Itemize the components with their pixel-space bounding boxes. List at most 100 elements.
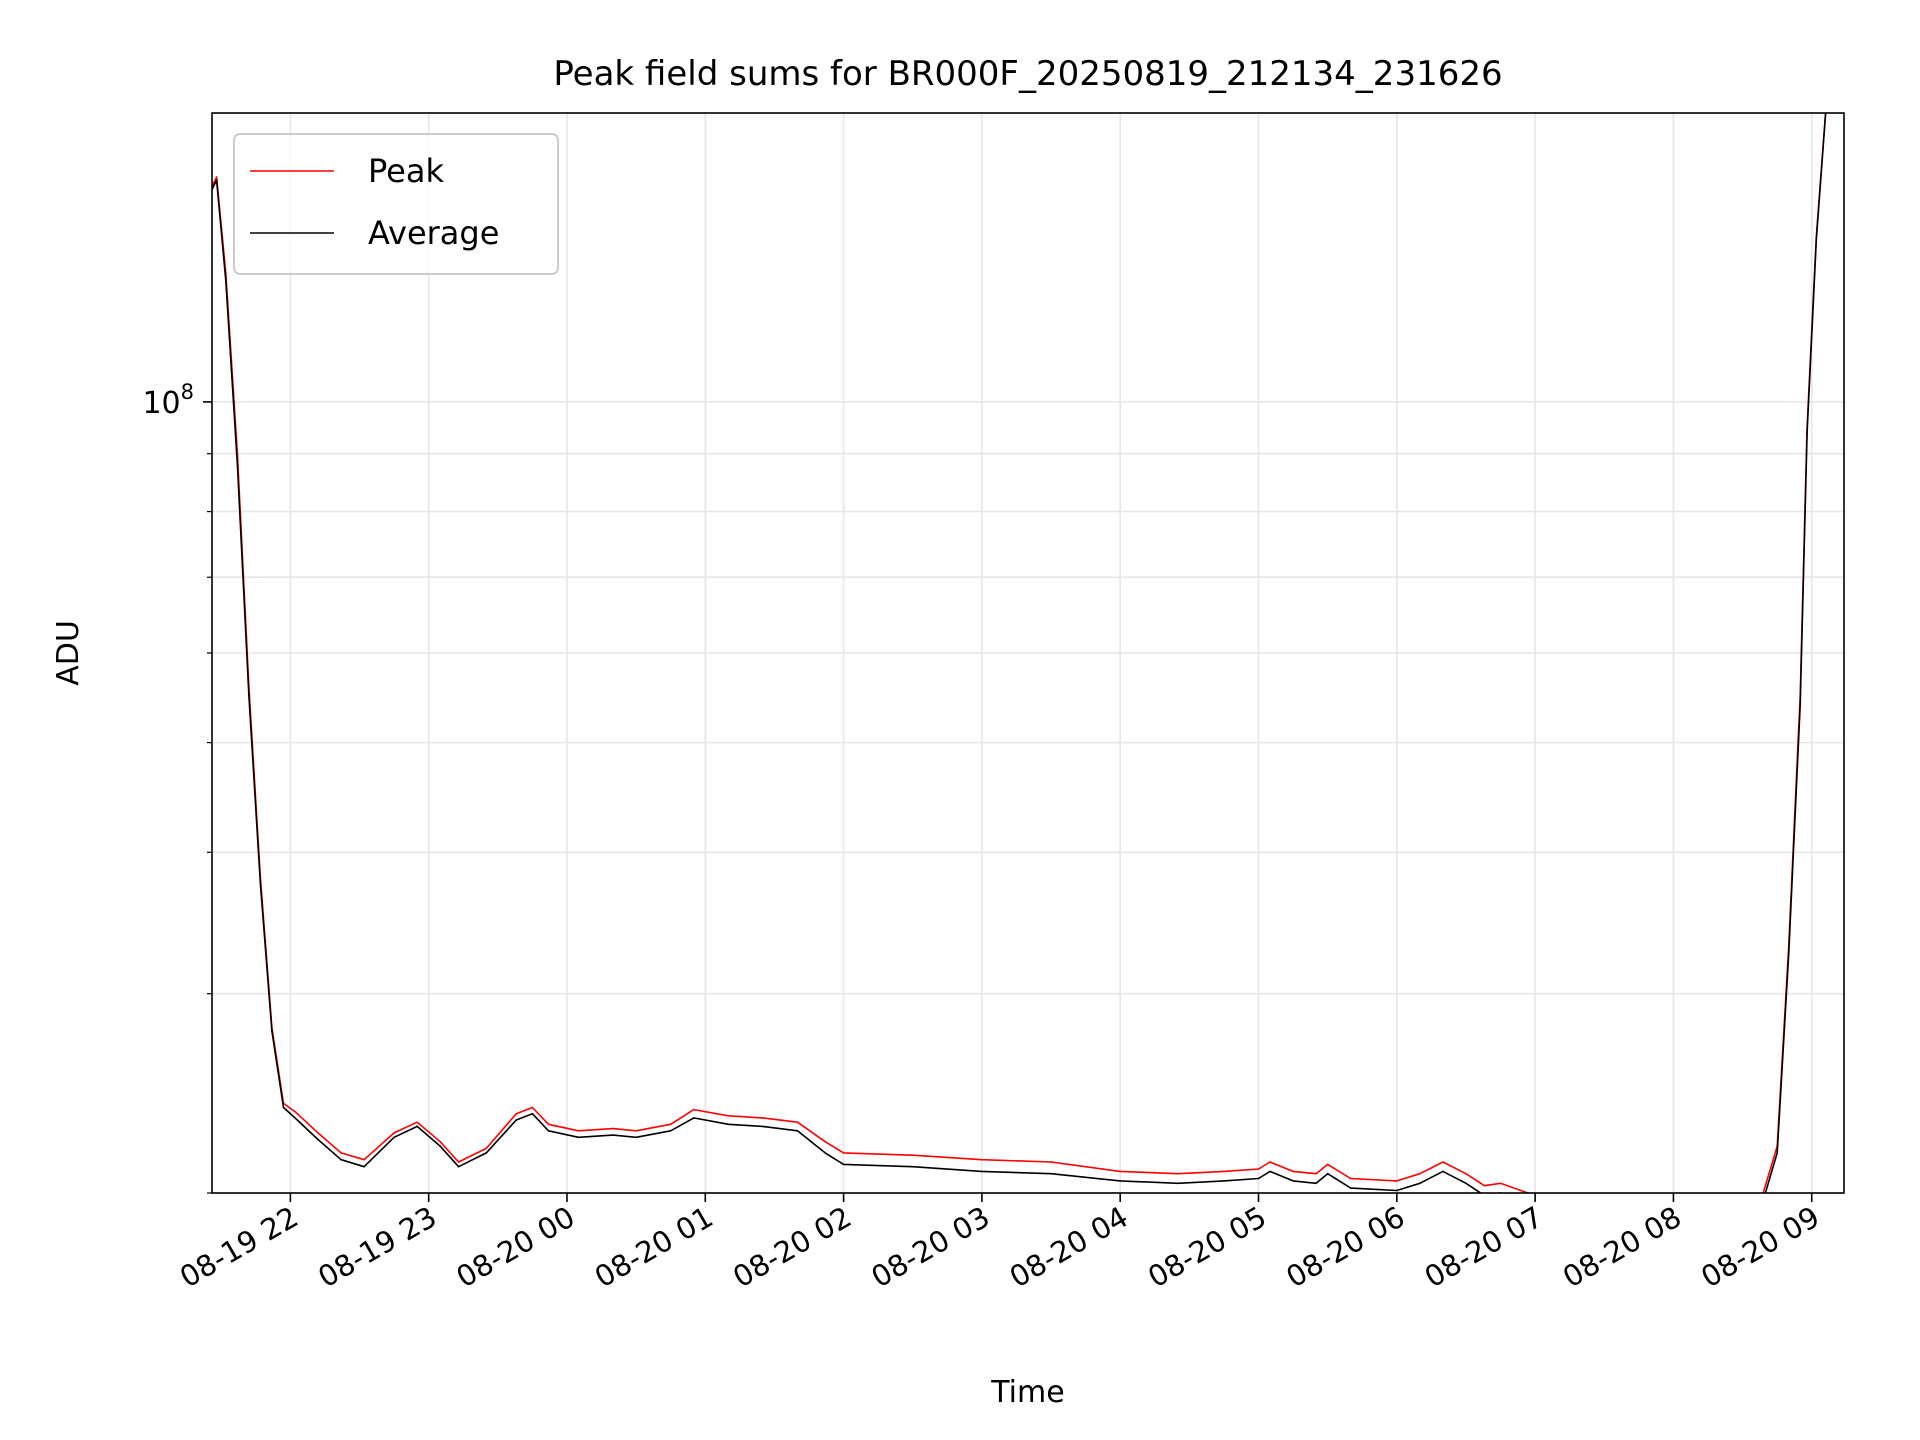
data-point-average — [911, 1165, 914, 1168]
data-point-average — [692, 1117, 695, 1119]
y-axis: 108 — [142, 380, 212, 1194]
data-point-average — [1223, 1180, 1225, 1182]
data-point-peak — [669, 1123, 672, 1126]
data-point-average — [635, 1136, 637, 1139]
data-point-average — [1177, 1182, 1179, 1185]
data-point-peak — [416, 1121, 418, 1123]
data-point-average — [225, 279, 227, 282]
data-point-average — [1292, 1180, 1294, 1182]
data-point-peak — [1257, 1168, 1260, 1170]
data-point-average — [1419, 1182, 1421, 1185]
data-point-average — [669, 1129, 672, 1132]
x-axis-label: Time — [990, 1375, 1064, 1410]
data-point-average — [1315, 1182, 1317, 1185]
data-point-peak — [547, 1123, 550, 1126]
data-point-peak — [1269, 1161, 1271, 1163]
data-point-average — [515, 1119, 518, 1121]
data-point-peak — [1483, 1184, 1486, 1187]
data-point-average — [271, 1030, 273, 1032]
data-point-average — [1326, 1172, 1329, 1175]
data-point-average — [1465, 1182, 1467, 1185]
series-line-peak — [212, 113, 1827, 1193]
data-point-peak — [911, 1154, 914, 1156]
data-point-peak — [577, 1129, 580, 1132]
data-point-peak — [1499, 1182, 1502, 1185]
y-axis-label: ADU — [51, 620, 86, 686]
data-point-peak — [1050, 1161, 1052, 1163]
data-point-average — [981, 1170, 983, 1173]
data-point-average — [1442, 1170, 1444, 1173]
data-point-peak — [1177, 1172, 1179, 1175]
data-point-average — [842, 1163, 845, 1166]
data-point-peak — [457, 1161, 460, 1163]
data-point-average — [547, 1129, 550, 1132]
data-point-peak — [635, 1129, 637, 1132]
grid — [212, 113, 1844, 1194]
data-point-peak — [531, 1106, 534, 1109]
data-point-average — [1799, 703, 1802, 706]
data-point-peak — [1223, 1170, 1225, 1173]
data-point-average — [1269, 1170, 1271, 1173]
data-point-peak — [1419, 1172, 1421, 1175]
data-point-average — [796, 1129, 799, 1132]
legend-label-peak: Peak — [368, 152, 444, 190]
data-point-average — [1349, 1187, 1352, 1189]
data-point-peak — [317, 1132, 319, 1134]
series-layer — [212, 113, 1827, 1193]
data-point-peak — [692, 1108, 695, 1111]
data-point-peak — [1465, 1172, 1467, 1175]
data-point-peak — [215, 176, 218, 178]
data-point-average — [416, 1125, 418, 1128]
data-point-peak — [340, 1152, 342, 1154]
data-point-peak — [393, 1132, 395, 1134]
data-point-peak — [294, 1110, 296, 1113]
data-point-average — [282, 1106, 285, 1109]
data-point-peak — [1326, 1163, 1329, 1166]
data-point-average — [727, 1123, 730, 1126]
data-point-average — [259, 883, 262, 885]
data-point-average — [294, 1117, 296, 1119]
data-point-peak — [612, 1127, 614, 1130]
data-point-average — [1776, 1152, 1778, 1154]
data-point-average — [1806, 431, 1808, 434]
data-point-peak — [439, 1140, 442, 1143]
data-point-average — [215, 179, 218, 181]
data-point-average — [612, 1134, 614, 1136]
data-point-peak — [1442, 1161, 1444, 1163]
data-point-peak — [762, 1117, 764, 1119]
data-point-average — [236, 463, 239, 466]
legend-label-average: Average — [368, 214, 499, 252]
data-point-peak — [485, 1147, 488, 1150]
data-point-peak — [1292, 1170, 1294, 1173]
data-point-average — [439, 1145, 442, 1147]
data-point-average — [824, 1152, 826, 1154]
data-point-average — [1257, 1177, 1260, 1180]
data-point-average — [1787, 953, 1790, 956]
data-point-average — [577, 1136, 580, 1139]
data-point-peak — [1349, 1177, 1352, 1180]
data-point-average — [1050, 1172, 1052, 1175]
data-point-average — [762, 1125, 764, 1128]
data-point-peak — [981, 1158, 983, 1161]
y-tick-label: 108 — [142, 380, 194, 421]
data-point-peak — [1315, 1172, 1317, 1175]
data-point-average — [317, 1138, 319, 1141]
data-point-average — [457, 1165, 460, 1168]
data-point-peak — [1396, 1180, 1398, 1182]
data-point-average — [248, 694, 250, 697]
data-point-peak — [727, 1115, 730, 1117]
series-line-average — [212, 113, 1827, 1193]
data-point-average — [363, 1165, 365, 1168]
data-point-average — [393, 1136, 395, 1139]
data-point-average — [485, 1152, 488, 1154]
data-point-average — [531, 1112, 534, 1115]
legend: Peak Average — [233, 133, 559, 275]
data-point-peak — [824, 1140, 826, 1143]
data-point-peak — [796, 1121, 799, 1123]
data-point-average — [1119, 1180, 1122, 1182]
data-point-average — [1815, 239, 1818, 241]
data-point-peak — [842, 1152, 845, 1154]
data-point-average — [340, 1158, 342, 1161]
data-point-peak — [363, 1158, 365, 1161]
